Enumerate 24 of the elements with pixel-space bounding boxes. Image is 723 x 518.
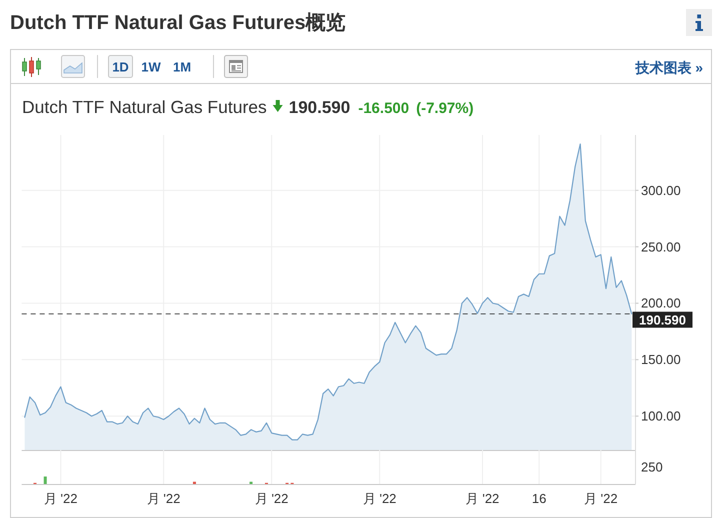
text: -16.500 — [358, 100, 410, 117]
ref-line-label: 190.590 — [639, 312, 686, 328]
text: 250 — [641, 460, 663, 474]
x-tick-label: 月 '22 — [466, 491, 500, 506]
x-tick-label: 16 — [532, 491, 546, 506]
y-tick-label: 100.00 — [641, 408, 681, 424]
text: (-7.97%) — [416, 100, 474, 117]
button-timeframe: 1D — [108, 55, 133, 78]
y-tick-label: 300.00 — [641, 182, 681, 198]
text: 技术图表 » — [634, 60, 704, 76]
chart-subtitle: Dutch TTF Natural Gas Futures — [22, 97, 267, 117]
y-tick-label: 200.00 — [641, 296, 681, 311]
x-tick-label: 月 '22 — [44, 491, 78, 506]
chart-title: Dutch TTF Natural Gas Futures概览 — [10, 12, 346, 34]
button-timeframe: 1M — [172, 60, 192, 74]
y-tick-label: 150.00 — [641, 352, 681, 368]
y-tick-label: 250.00 — [641, 239, 681, 254]
x-tick-label: 月 '22 — [362, 491, 396, 506]
button-timeframe: 1W — [141, 60, 161, 74]
text: 190.590 — [288, 98, 350, 117]
x-tick-label: 月 '22 — [146, 491, 180, 506]
ref-line-tag: 190.590 — [632, 312, 692, 328]
x-tick-label: 月 '22 — [254, 491, 288, 506]
x-tick-label: 月 '22 — [584, 491, 618, 506]
